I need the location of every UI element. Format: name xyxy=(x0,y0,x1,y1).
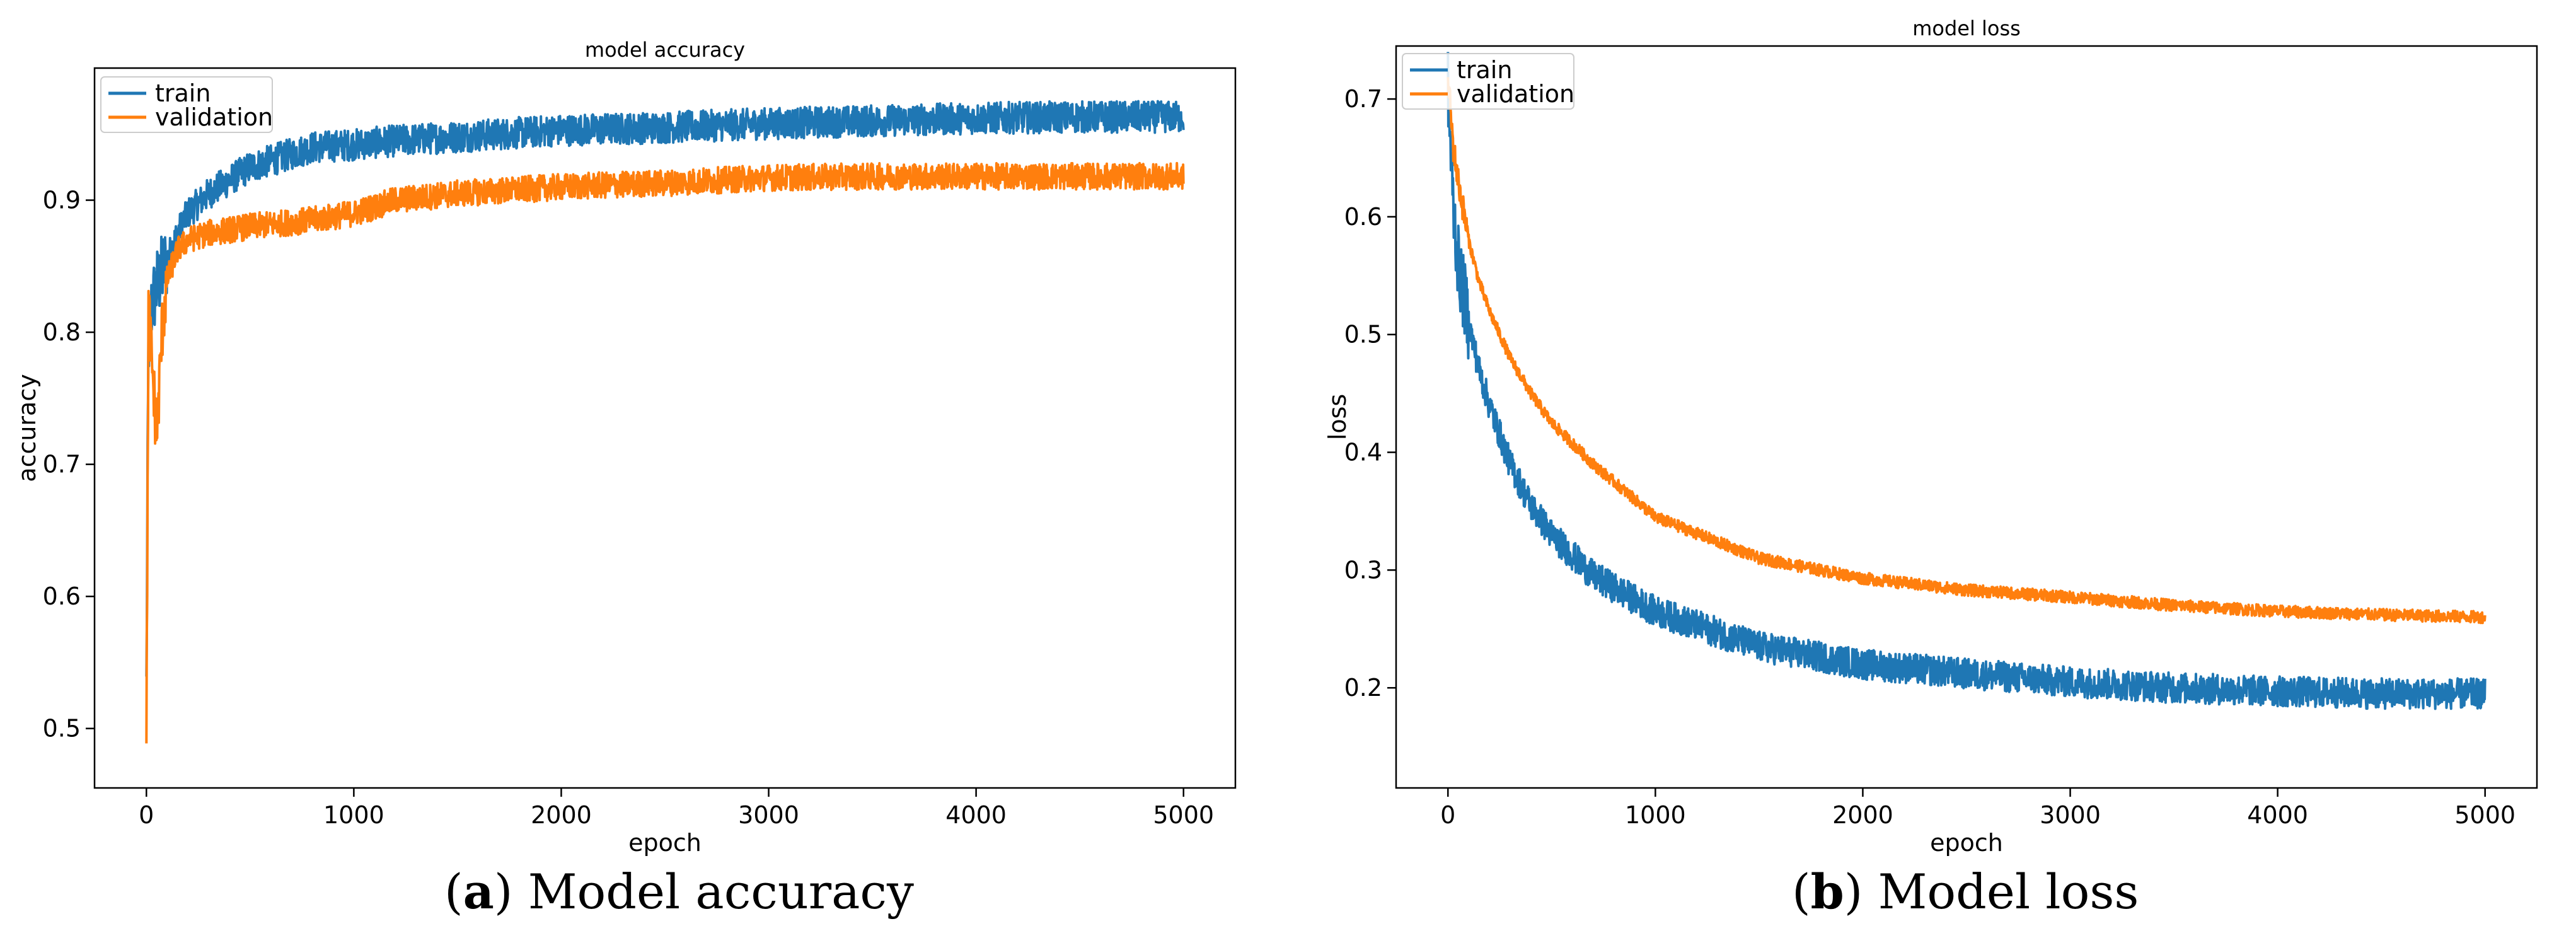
caption-a-letter: a xyxy=(463,864,494,920)
y-tick-label: 0.9 xyxy=(43,187,81,214)
y-tick-label: 0.5 xyxy=(1344,321,1382,349)
series-line-validation xyxy=(145,161,1185,744)
x-tick-label: 2000 xyxy=(1832,801,1893,829)
x-tick-label: 0 xyxy=(1440,801,1455,829)
caption-b-text: Model loss xyxy=(1863,864,2139,920)
y-axis-label: accuracy xyxy=(13,374,41,482)
x-tick-label: 1000 xyxy=(1625,801,1686,829)
legend-label-validation: validation xyxy=(1457,80,1574,108)
x-axis-label: epoch xyxy=(628,829,702,857)
x-tick-label: 3000 xyxy=(2040,801,2101,829)
x-tick-label: 4000 xyxy=(945,801,1007,829)
series-line-train xyxy=(1447,52,2486,710)
y-tick-label: 0.2 xyxy=(1344,674,1382,702)
legend-label-train: train xyxy=(1457,56,1512,84)
y-tick-label: 0.7 xyxy=(1344,85,1382,113)
x-tick-label: 4000 xyxy=(2247,801,2308,829)
series-line-validation xyxy=(1447,77,2486,625)
legend-label-validation: validation xyxy=(155,103,273,131)
x-tick-label: 5000 xyxy=(2454,801,2515,829)
y-tick-label: 0.7 xyxy=(43,451,81,478)
plot-frame xyxy=(1395,45,2538,789)
y-tick-label: 0.5 xyxy=(43,715,81,743)
caption-model-accuracy: (a) Model accuracy xyxy=(444,864,914,920)
caption-a-text: Model accuracy xyxy=(512,864,914,920)
y-tick-label: 0.3 xyxy=(1344,556,1382,584)
caption-b-letter: b xyxy=(1810,864,1844,920)
y-tick-label: 0.8 xyxy=(43,318,81,346)
x-tick-label: 0 xyxy=(139,801,154,829)
y-tick-label: 0.6 xyxy=(43,582,81,610)
x-tick-label: 3000 xyxy=(738,801,799,829)
y-axis-label: loss xyxy=(1324,394,1351,440)
caption-model-loss: (b) Model loss xyxy=(1792,864,2139,920)
x-axis-label: epoch xyxy=(1930,829,2003,857)
legend-label-train: train xyxy=(155,79,211,107)
chart-title: model accuracy xyxy=(585,38,745,62)
y-tick-label: 0.4 xyxy=(1344,439,1382,466)
series-line-train xyxy=(145,100,1185,677)
x-tick-label: 2000 xyxy=(531,801,592,829)
x-tick-label: 1000 xyxy=(323,801,384,829)
plot-frame xyxy=(93,67,1237,789)
chart-title: model loss xyxy=(1912,16,2021,40)
accuracy-chart: model accuracy 0 1000 2000 3000 4000 5000 0.5 0.… xyxy=(13,38,1237,857)
loss-chart: model loss 0 1000 2000 3000 4000 5000 0.2 0.3 0.4… xyxy=(1324,16,2538,857)
y-tick-label: 0.6 xyxy=(1344,203,1382,231)
x-tick-label: 5000 xyxy=(1153,801,1214,829)
